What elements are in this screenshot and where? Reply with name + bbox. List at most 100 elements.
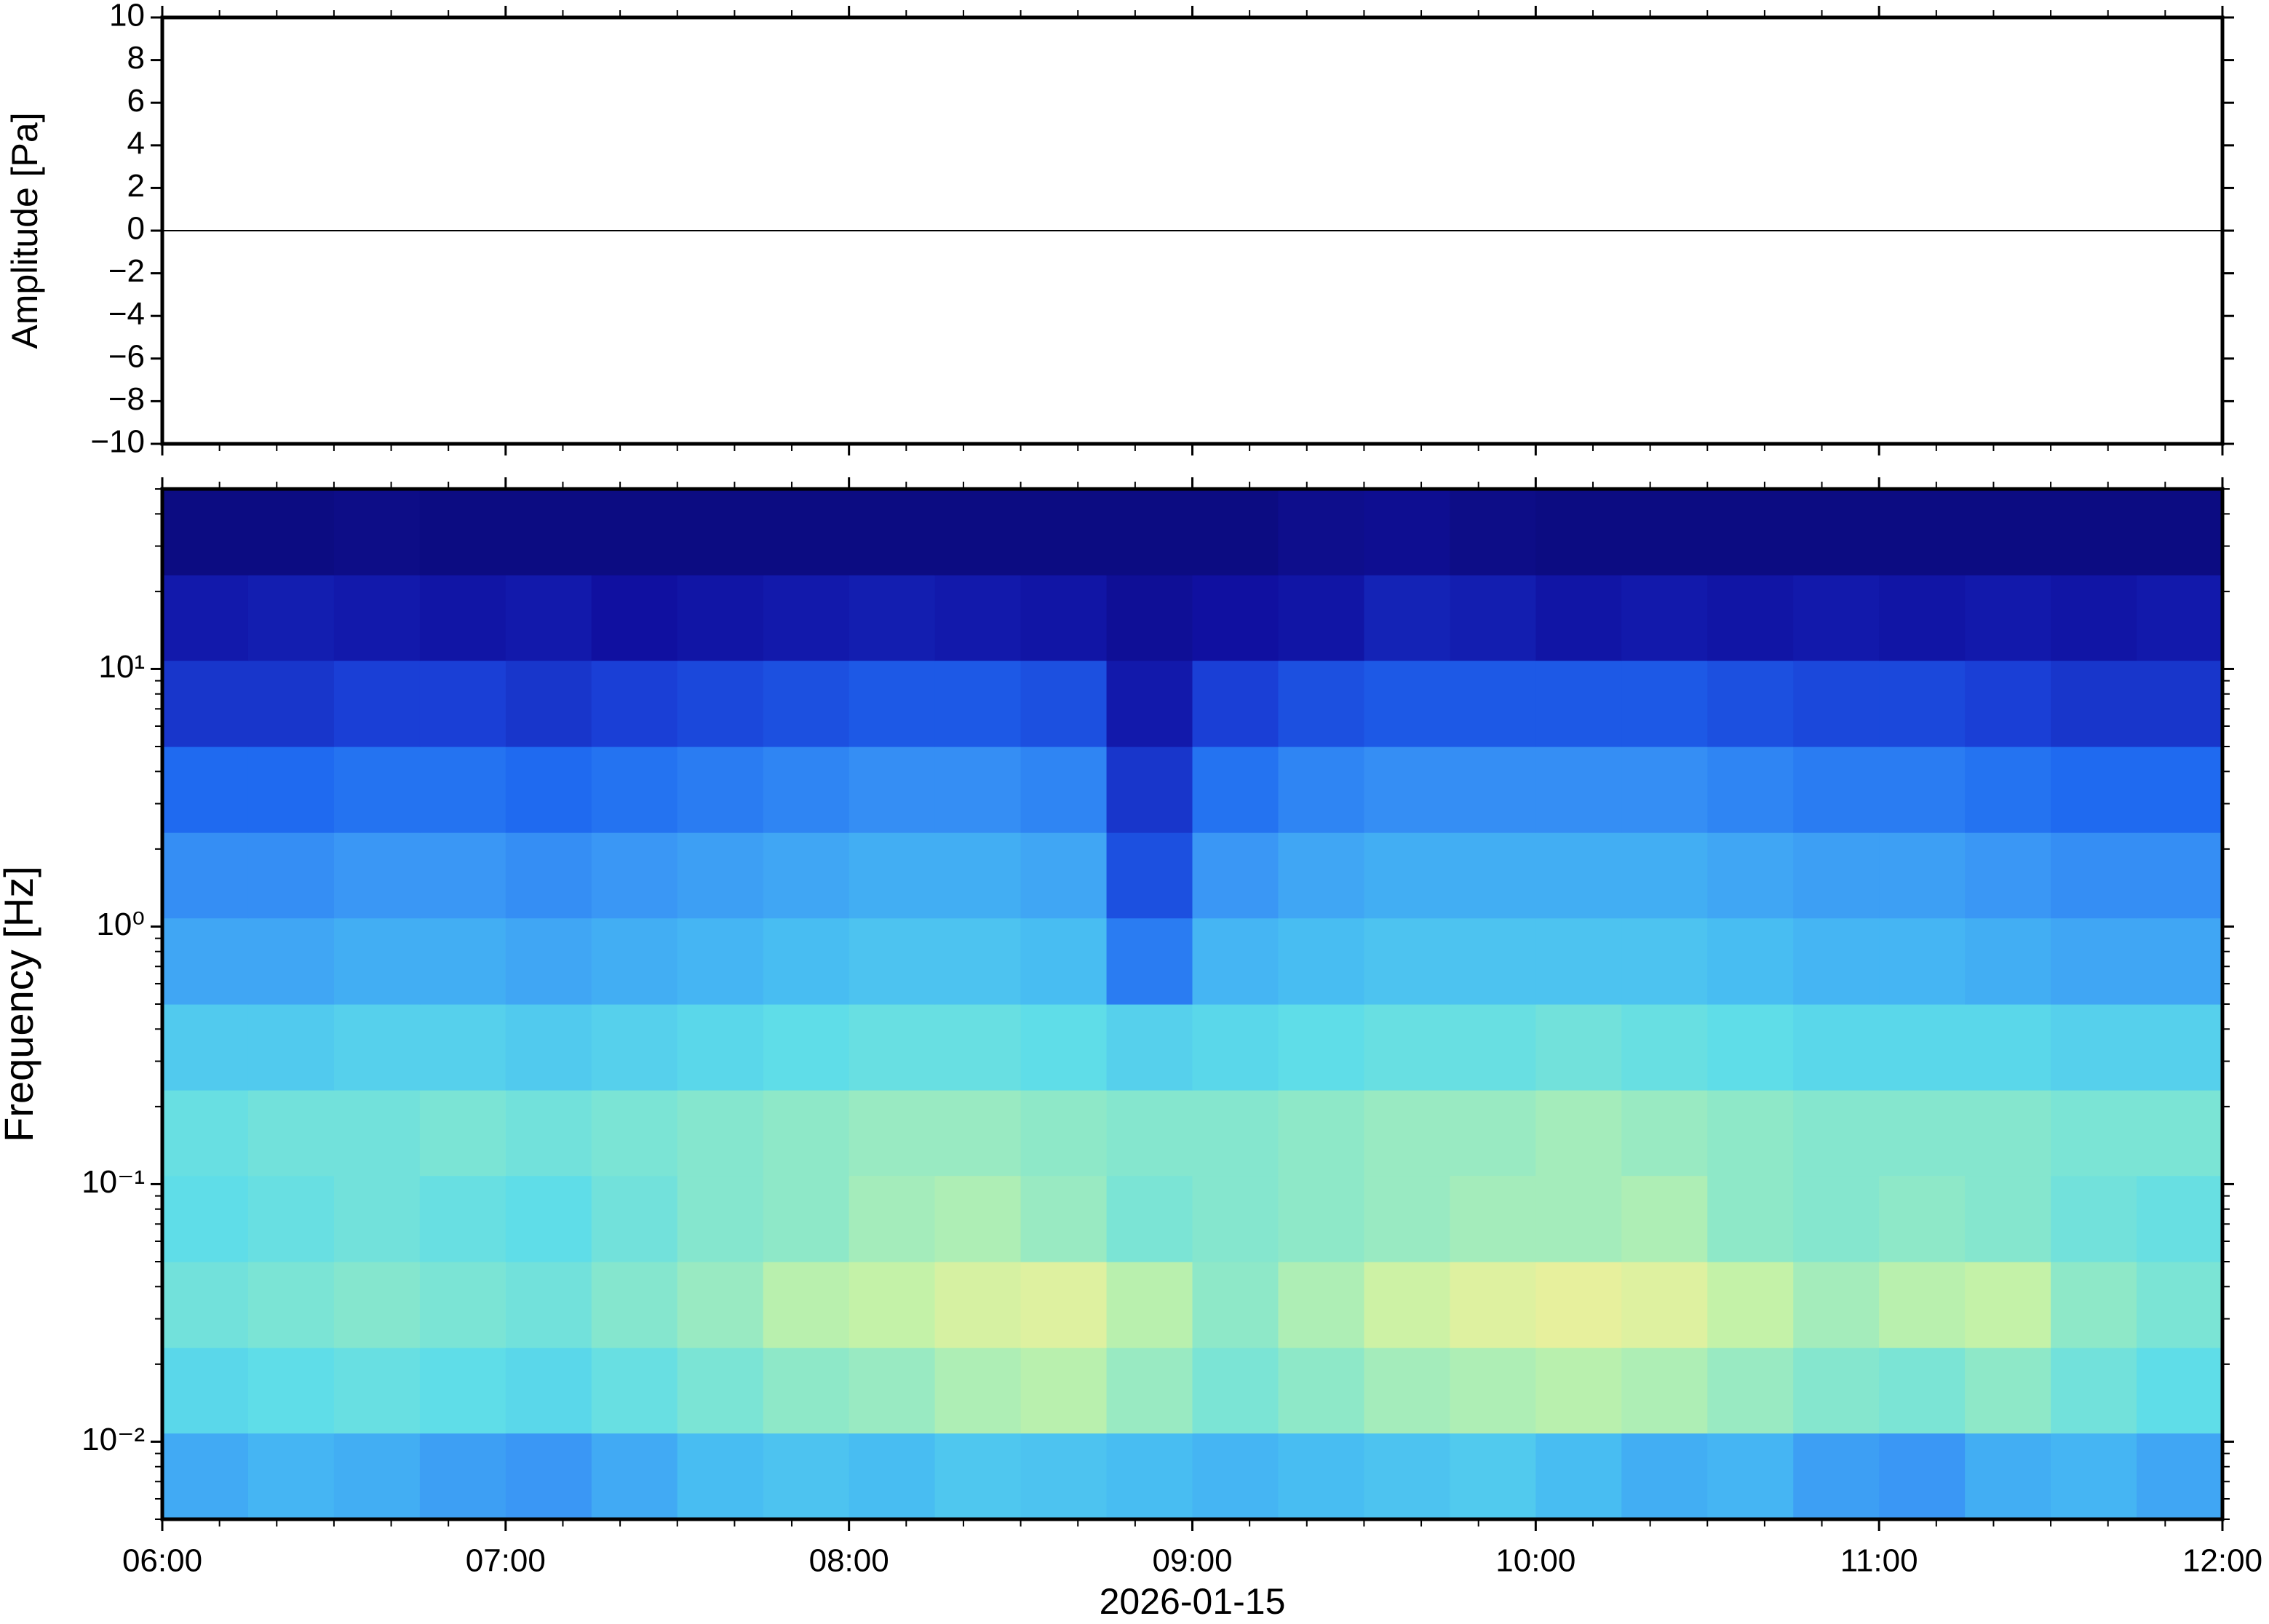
spectrogram-cell <box>934 660 1022 747</box>
spectrogram-cell <box>162 747 249 833</box>
spectrogram-cell <box>419 832 506 919</box>
spectrogram-cell <box>419 1004 506 1091</box>
spectrogram-cell <box>763 1433 850 1520</box>
spectrogram-cell <box>2051 1004 2137 1091</box>
spectrogram-cell <box>419 1433 506 1520</box>
spectrogram-cell <box>247 918 335 1005</box>
spectrogram-cell <box>849 489 936 576</box>
spectrogram-cell <box>333 1090 421 1177</box>
spectrogram-cell <box>1278 747 1365 833</box>
spectrogram-cell <box>677 489 764 576</box>
spectrogram-cell <box>1192 832 1279 919</box>
spectrogram-cell <box>677 747 764 833</box>
spectrogram-cell <box>1535 1004 1622 1091</box>
spectrogram-cell <box>1879 575 1966 661</box>
spectrogram-cell <box>419 918 506 1005</box>
spectrogram-cell <box>1364 575 1450 661</box>
spectrogram-cell <box>505 1262 592 1348</box>
spectrogram-cell <box>677 1348 764 1434</box>
spectrogram-cell <box>1106 832 1193 919</box>
spectrogram-cell <box>934 575 1022 661</box>
spectrogram-cell <box>162 918 249 1005</box>
spectrogram-cell <box>1965 1090 2051 1177</box>
spectrogram-cell <box>247 1090 335 1177</box>
spectrogram-cell <box>505 832 592 919</box>
spectrogram-cell <box>247 832 335 919</box>
spectrogram-cell <box>1707 747 1794 833</box>
spectrogram-cell <box>2137 1175 2223 1262</box>
spectrogram-cell <box>1450 918 1536 1005</box>
spectrogram-cell <box>1106 1433 1193 1520</box>
spectrogram-cell <box>333 832 421 919</box>
spectrogram-cell <box>1278 489 1365 576</box>
spectrogram-cell <box>1965 1262 2051 1348</box>
spectrogram-cell <box>1965 1433 2051 1520</box>
spectrogram-cell <box>677 832 764 919</box>
spectrogram-cell <box>1020 1433 1108 1520</box>
spectrogram-cell <box>1364 918 1450 1005</box>
spectrogram-cell <box>1278 1004 1365 1091</box>
spectrogram-cell <box>1278 575 1365 661</box>
spectrogram-cell <box>1020 1348 1108 1434</box>
spectrogram-cell <box>1450 1004 1536 1091</box>
spectrogram-cell <box>1450 747 1536 833</box>
spectrogram-cell <box>763 575 850 661</box>
spectrogram-cell <box>505 918 592 1005</box>
spectrogram-cell <box>934 918 1022 1005</box>
spectrogram-cell <box>1364 747 1450 833</box>
spectrogram-cell <box>419 1175 506 1262</box>
spectrogram-cell <box>419 1348 506 1434</box>
spectrogram-cell <box>2051 575 2137 661</box>
spectrogram-cell <box>1192 575 1279 661</box>
spectrogram-cell <box>247 660 335 747</box>
spectrogram-cell <box>1879 1433 1966 1520</box>
spectrogram-cell <box>505 1348 592 1434</box>
spectrogram-cell <box>1879 660 1966 747</box>
spectrogram-cell <box>1879 1175 1966 1262</box>
spectrogram-cell <box>1106 1262 1193 1348</box>
spectrogram-cell <box>1535 832 1622 919</box>
spectrogram-cell <box>1020 1175 1108 1262</box>
spectrogram-cell <box>1965 1175 2051 1262</box>
spectrogram-cell <box>1535 660 1622 747</box>
y-tick-label: −10 <box>90 424 145 460</box>
spectrogram-cell <box>1793 747 1880 833</box>
spectrogram-cell <box>1450 1175 1536 1262</box>
spectrogram-cell <box>677 1175 764 1262</box>
spectrogram-cell <box>1192 1348 1279 1434</box>
spectrogram-cell <box>1364 660 1450 747</box>
spectrogram-cell <box>1965 575 2051 661</box>
spectrogram-cell <box>1965 747 2051 833</box>
spectrogram-cell <box>1106 575 1193 661</box>
spectrogram-cell <box>1965 660 2051 747</box>
x-tick-label: 08:00 <box>809 1543 889 1579</box>
x-tick-label: 12:00 <box>2182 1543 2262 1579</box>
spectrogram-cell <box>1793 832 1880 919</box>
spectrogram-cell <box>1879 747 1966 833</box>
spectrogram-cell <box>763 660 850 747</box>
spectrogram-cell <box>333 489 421 576</box>
spectrogram-cell <box>1621 1433 1708 1520</box>
spectrogram-cell <box>849 1348 936 1434</box>
spectrogram-cell <box>162 1175 249 1262</box>
spectrogram-cell <box>419 747 506 833</box>
spectrogram-cell <box>247 575 335 661</box>
spectrogram-cell <box>333 1348 421 1434</box>
spectrogram-cell <box>247 1433 335 1520</box>
spectrogram-cell <box>1621 747 1708 833</box>
spectrogram-cell <box>1364 1348 1450 1434</box>
spectrogram-cell <box>2137 1004 2223 1091</box>
spectrogram-cell <box>505 1175 592 1262</box>
spectrogram-cell <box>1621 1175 1708 1262</box>
y-tick-label: 2 <box>127 168 145 204</box>
x-tick-label: 06:00 <box>122 1543 202 1579</box>
spectrogram-cell <box>934 1004 1022 1091</box>
spectrogram-cell <box>1535 1090 1622 1177</box>
spectrogram-cell <box>1793 489 1880 576</box>
spectrogram-cell <box>247 747 335 833</box>
spectrogram-cell <box>849 747 936 833</box>
spectrogram-cell <box>2051 1090 2137 1177</box>
spectrogram-cell <box>1965 1004 2051 1091</box>
spectrogram-cell <box>333 747 421 833</box>
